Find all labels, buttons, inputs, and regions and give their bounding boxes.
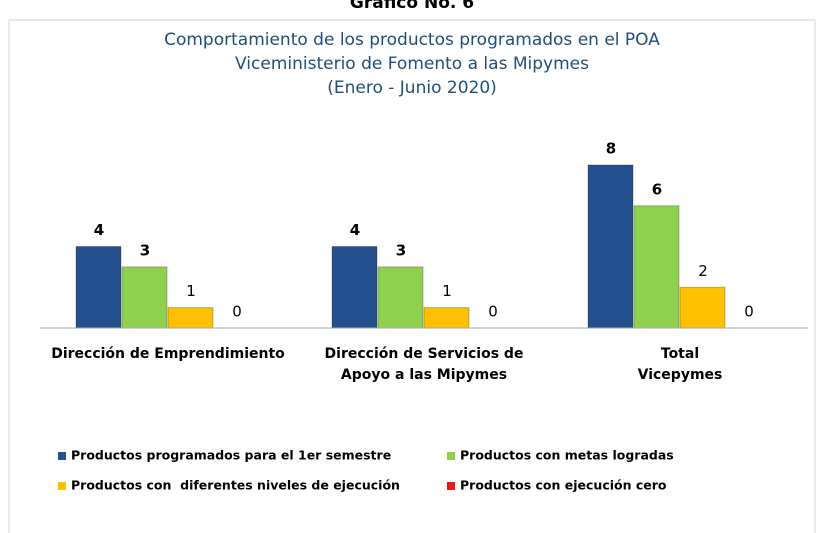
data-label: 4 (350, 221, 360, 239)
bar (633, 205, 680, 329)
chart-title: Viceministerio de Fomento a las Mipymes (235, 54, 589, 74)
data-label: 3 (396, 241, 406, 259)
legend-label: Productos con ejecución cero (460, 478, 667, 493)
bar (121, 266, 168, 329)
bar (75, 246, 122, 329)
data-label: 1 (186, 282, 196, 300)
bar (587, 164, 634, 329)
data-label: 4 (94, 221, 104, 239)
bar (377, 266, 424, 329)
legend-swatch (447, 452, 455, 460)
legend-label: Productos con metas logradas (460, 448, 674, 463)
data-label: 2 (698, 262, 708, 280)
chart-title: Comportamiento de los productos programa… (164, 30, 660, 50)
x-tick-label: Dirección de Servicios de (325, 346, 524, 362)
x-tick-label: Dirección de Emprendimiento (51, 346, 285, 362)
bar (167, 307, 214, 329)
data-label: 6 (652, 180, 662, 198)
x-tick-label: Vicepymes (638, 367, 723, 383)
legend-label: Productos con diferentes niveles de ejec… (71, 478, 400, 493)
data-label: 0 (232, 303, 242, 321)
data-label: 0 (744, 303, 754, 321)
legend-swatch (58, 452, 66, 460)
legend-label: Productos programados para el 1er semest… (71, 448, 391, 463)
page-heading: Gráfico No. 6 (350, 0, 474, 13)
chart-title: (Enero - Junio 2020) (327, 78, 497, 98)
bar (423, 307, 470, 329)
x-tick-label: Total (661, 346, 699, 362)
legend-swatch (58, 482, 66, 490)
data-label: 3 (140, 241, 150, 259)
bar (679, 286, 726, 329)
data-label: 8 (606, 140, 616, 158)
data-label: 0 (488, 303, 498, 321)
bar (331, 246, 378, 329)
data-label: 1 (442, 282, 452, 300)
chart-frame (8, 19, 816, 533)
x-tick-label: Apoyo a las Mipymes (341, 367, 507, 383)
legend-swatch (447, 482, 455, 490)
